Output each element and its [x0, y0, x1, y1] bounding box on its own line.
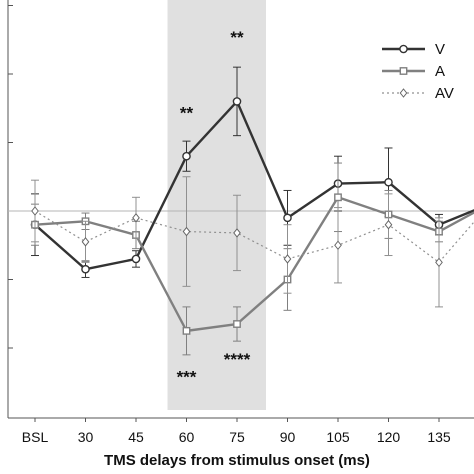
significance-marker: ** [230, 28, 244, 47]
point-v [131, 254, 141, 264]
point-av [132, 213, 140, 223]
series-line-a [34, 196, 474, 333]
shaded-region [167, 0, 266, 410]
point-av [81, 237, 90, 247]
significance-marker: **** [224, 350, 251, 369]
point-a [334, 193, 342, 202]
point-av [31, 206, 39, 216]
point-av [233, 228, 241, 238]
legend-label-a: A [435, 63, 445, 80]
significance-marker: *** [177, 367, 197, 386]
point-v [384, 177, 393, 187]
point-av [435, 257, 443, 268]
series-line-v [34, 100, 474, 271]
x-tick-label: 45 [128, 429, 144, 445]
series-line-av [34, 210, 474, 263]
legend-marker-a [399, 67, 408, 75]
point-av [182, 226, 191, 237]
legend-label-av: AV [435, 85, 454, 102]
point-v [81, 264, 90, 274]
point-v [182, 151, 191, 161]
x-tick-label: 30 [78, 429, 94, 445]
x-tick-label: 90 [280, 429, 296, 445]
x-tick-label: BSL [22, 429, 49, 445]
legend-marker-av [399, 88, 408, 98]
point-a [182, 326, 191, 335]
legend-marker-v [399, 44, 408, 54]
x-axis-label: TMS delays from stimulus onset (ms) [104, 452, 370, 469]
significance-marker: ** [180, 104, 194, 123]
x-tick-label: 105 [326, 429, 350, 445]
point-v [283, 213, 292, 223]
point-av [283, 254, 292, 264]
x-tick-label: 120 [377, 429, 401, 445]
x-tick-label: 135 [427, 429, 451, 445]
legend-label-v: V [435, 41, 445, 58]
x-tick-label: 60 [179, 429, 195, 445]
point-a [233, 320, 241, 328]
point-av [334, 240, 342, 251]
x-tick-label: 75 [229, 429, 245, 445]
point-av [384, 219, 393, 230]
point-v [232, 97, 242, 106]
